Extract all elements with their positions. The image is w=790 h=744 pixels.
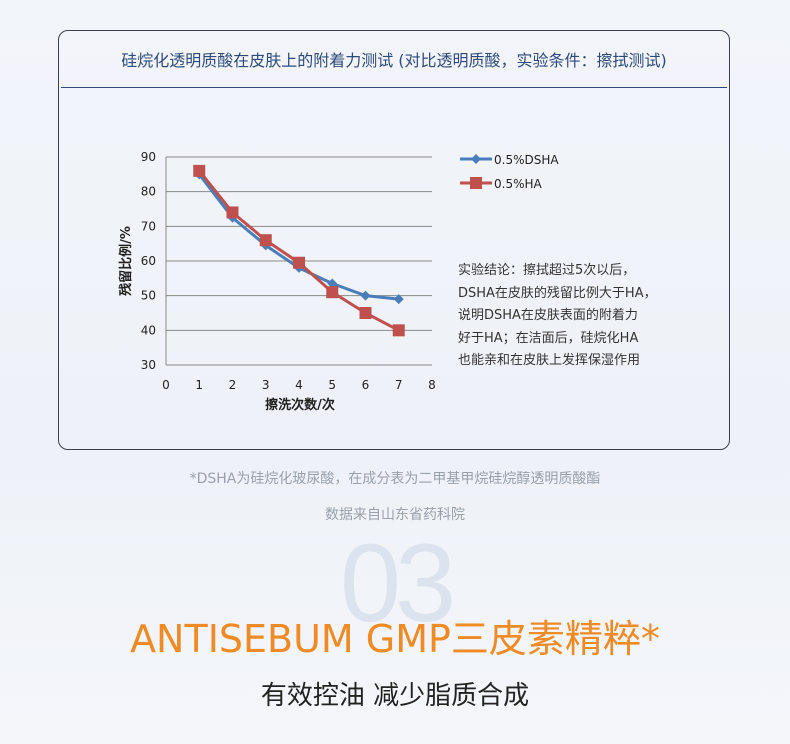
x-tick-label: 6 [362,378,370,392]
data-point [326,286,339,299]
data-point [393,294,404,305]
chart-card: 硅烷化透明质酸在皮肤上的附着力测试 (对比透明质酸，实验条件：擦拭测试) [58,30,730,450]
legend-label: 0.5%DSHA [494,153,559,167]
x-tick-label: 3 [262,378,270,392]
subheadline: 有效控油 减少脂质合成 [260,681,530,711]
data-point [193,164,206,177]
data-point [359,307,372,319]
footnote: *DSHA为硅烷化玻尿酸，在成分表为二甲基甲烷硅烷醇透明质酸酯 [189,471,601,487]
source-note: 数据来自山东省药科院 [325,507,465,523]
y-tick-label: 80 [141,185,156,199]
x-tick-label: 5 [328,378,336,392]
x-tick-label: 2 [229,378,237,392]
divider [61,87,727,88]
series-line-0 [198,173,399,301]
x-tick-label: 8 [428,378,436,392]
y-tick-label: 90 [141,150,156,164]
data-point [360,290,371,301]
x-tick-label: 0 [162,378,170,392]
section-number: 03 [339,522,456,645]
y-tick-label: 50 [141,289,156,303]
legend-marker [470,177,482,189]
x-tick-label: 7 [395,378,403,392]
x-axis-label: 擦洗次数/次 [265,397,335,413]
card-title: 硅烷化透明质酸在皮肤上的附着力测试 (对比透明质酸，实验条件：擦拭测试) [121,51,667,70]
conclusion-text: 实验结论：擦拭超过5次以后， DSHA在皮肤的残留比例大于HA， 说明DSHA在… [458,263,657,368]
line-chart: 30 40 50 60 70 80 90 0 1 2 3 4 5 6 7 8 擦洗次数/次 残留比例/% 0.5%D… [118,150,559,413]
data-point [259,234,272,247]
y-tick-label: 30 [141,358,156,372]
legend-label: 0.5%HA [494,177,543,191]
y-axis-label: 残留比例/% [118,226,134,296]
legend-marker [471,154,481,164]
series-line-1 [198,169,400,332]
y-tick-label: 40 [141,323,156,337]
x-tick-label: 4 [295,378,303,392]
y-tick-label: 70 [141,219,156,233]
data-point [293,256,305,269]
data-point [392,324,405,337]
data-point [226,206,239,219]
headline: ANTISEBUM GMP三皮素精粹* [130,617,660,661]
data-point [327,278,338,289]
y-tick-label: 60 [141,254,156,268]
x-tick-label: 1 [195,378,203,392]
